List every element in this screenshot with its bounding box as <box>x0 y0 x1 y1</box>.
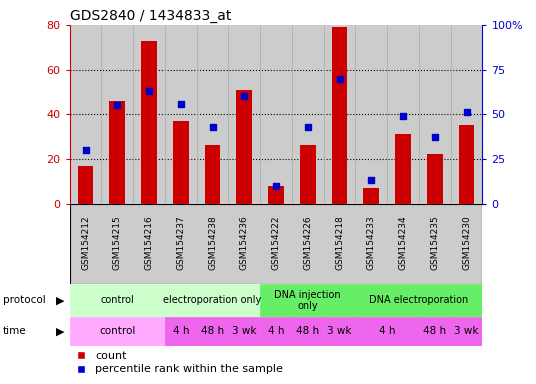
Text: GSM154212: GSM154212 <box>81 216 90 270</box>
Text: GSM154216: GSM154216 <box>145 216 153 270</box>
Bar <box>260 204 292 284</box>
Text: GSM154230: GSM154230 <box>462 216 471 270</box>
Bar <box>197 25 228 204</box>
Text: GSM154234: GSM154234 <box>399 216 407 270</box>
Bar <box>228 204 260 284</box>
Bar <box>101 25 133 204</box>
Bar <box>173 121 189 204</box>
Bar <box>197 317 228 346</box>
Bar <box>292 317 324 346</box>
Bar <box>451 25 482 204</box>
Text: GSM154237: GSM154237 <box>176 216 185 270</box>
Bar <box>324 317 355 346</box>
Bar <box>165 204 197 284</box>
Bar <box>419 25 451 204</box>
Point <box>113 102 122 108</box>
Bar <box>355 204 387 284</box>
Bar <box>236 90 252 204</box>
Bar <box>332 27 347 204</box>
Point <box>81 147 90 153</box>
Bar <box>419 204 451 284</box>
Text: GSM154238: GSM154238 <box>208 216 217 270</box>
Text: ▶: ▶ <box>56 295 65 306</box>
Point <box>145 88 153 94</box>
Text: control: control <box>100 295 134 306</box>
Bar <box>78 166 93 204</box>
Bar <box>109 101 125 204</box>
Text: 48 h: 48 h <box>296 326 319 336</box>
Bar <box>292 204 324 284</box>
Bar <box>260 317 292 346</box>
Point <box>430 134 439 141</box>
Point <box>209 124 217 130</box>
Bar <box>205 146 220 204</box>
Text: 4 h: 4 h <box>379 326 396 336</box>
Legend: count, percentile rank within the sample: count, percentile rank within the sample <box>75 351 283 374</box>
Text: GSM154222: GSM154222 <box>272 216 280 270</box>
Text: GDS2840 / 1434833_at: GDS2840 / 1434833_at <box>70 8 231 23</box>
Bar <box>355 317 419 346</box>
Text: 3 wk: 3 wk <box>327 326 352 336</box>
Bar <box>70 25 101 204</box>
Bar <box>133 25 165 204</box>
Point <box>367 177 376 184</box>
Bar <box>355 284 482 317</box>
Text: GSM154218: GSM154218 <box>335 216 344 270</box>
Text: 3 wk: 3 wk <box>232 326 257 336</box>
Text: DNA injection
only: DNA injection only <box>274 290 341 311</box>
Text: 48 h: 48 h <box>423 326 446 336</box>
Point <box>462 109 471 116</box>
Point <box>303 124 312 130</box>
Bar <box>228 25 260 204</box>
Text: 4 h: 4 h <box>268 326 284 336</box>
Bar <box>165 317 197 346</box>
Bar <box>141 41 157 204</box>
Bar <box>300 146 316 204</box>
Bar <box>165 284 260 317</box>
Bar <box>292 25 324 204</box>
Text: 48 h: 48 h <box>201 326 224 336</box>
Bar <box>363 188 379 204</box>
Text: GSM154235: GSM154235 <box>430 216 440 270</box>
Bar <box>197 204 228 284</box>
Text: ▶: ▶ <box>56 326 65 336</box>
Text: GSM154233: GSM154233 <box>367 216 376 270</box>
Bar <box>70 284 165 317</box>
Text: GSM154226: GSM154226 <box>303 216 312 270</box>
Bar <box>387 25 419 204</box>
Bar <box>451 317 482 346</box>
Point <box>176 101 185 107</box>
Text: control: control <box>99 326 136 336</box>
Bar <box>451 204 482 284</box>
Text: 4 h: 4 h <box>173 326 189 336</box>
Bar <box>355 25 387 204</box>
Point <box>240 93 249 99</box>
Bar <box>395 134 411 204</box>
Bar <box>70 204 101 284</box>
Text: time: time <box>3 326 26 336</box>
Point <box>272 183 280 189</box>
Bar <box>324 25 355 204</box>
Point <box>335 75 344 81</box>
Bar <box>427 154 443 204</box>
Bar <box>260 284 355 317</box>
Text: electroporation only: electroporation only <box>163 295 262 306</box>
Bar <box>228 317 260 346</box>
Point <box>399 113 407 119</box>
Text: GSM154236: GSM154236 <box>240 216 249 270</box>
Bar <box>387 204 419 284</box>
Bar <box>268 186 284 204</box>
Bar <box>165 25 197 204</box>
Bar <box>260 25 292 204</box>
Text: protocol: protocol <box>3 295 46 306</box>
Text: GSM154215: GSM154215 <box>113 216 122 270</box>
Bar <box>133 204 165 284</box>
Bar <box>459 126 474 204</box>
Text: DNA electroporation: DNA electroporation <box>369 295 468 306</box>
Bar <box>324 204 355 284</box>
Bar <box>101 204 133 284</box>
Bar <box>70 317 165 346</box>
Bar <box>419 317 451 346</box>
Text: 3 wk: 3 wk <box>455 326 479 336</box>
